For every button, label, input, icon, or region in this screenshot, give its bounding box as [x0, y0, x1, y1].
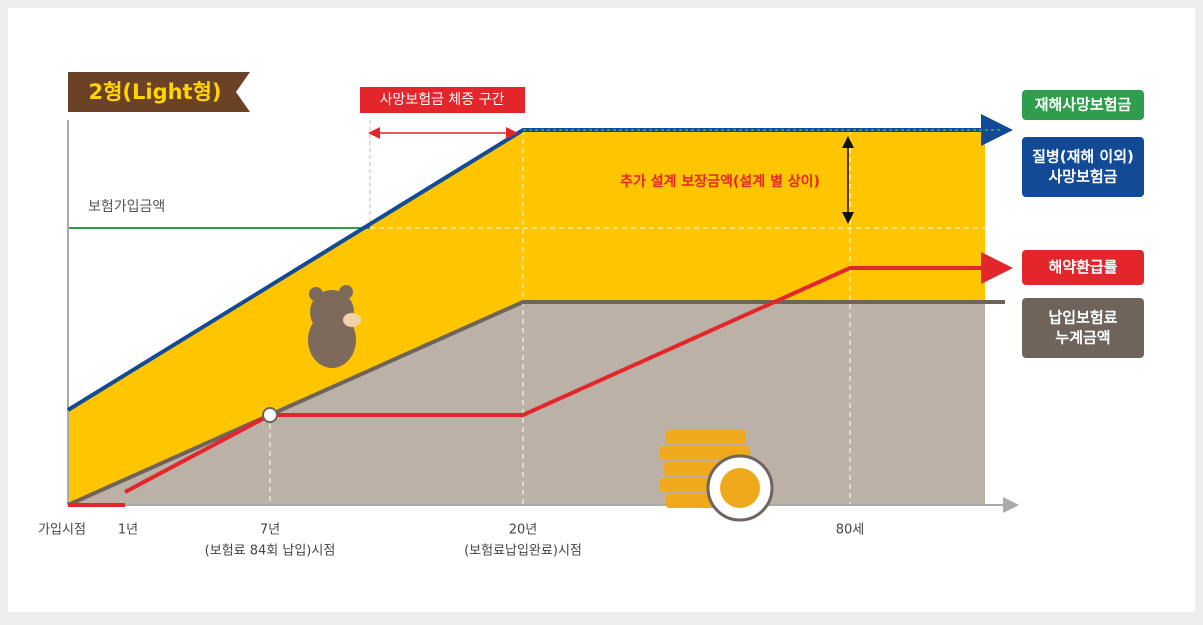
x-label: 20년	[509, 523, 538, 538]
zone-label: 사망보험금 체증 구간	[380, 92, 505, 108]
zone-box	[360, 87, 525, 113]
refund-line	[124, 252, 1013, 494]
x-label: 7년	[260, 523, 280, 538]
gray-area	[68, 302, 985, 505]
premium-line	[67, 300, 1005, 507]
x-label: (보험료납입완료)시점	[464, 544, 582, 559]
legend-box	[1022, 90, 1144, 120]
insured-label: 보험가입금액	[88, 199, 165, 215]
legend-label: 누계금액	[1055, 329, 1110, 347]
x-label: (보험료 84회 납입)시점	[205, 544, 336, 559]
x-label: 80세	[836, 523, 865, 538]
legend-label: 납입보험료	[1048, 309, 1117, 327]
legend-box	[1022, 298, 1144, 358]
bear	[308, 285, 361, 368]
legend-label: 해약환급률	[1048, 258, 1117, 276]
title-badge	[68, 72, 250, 112]
legend-box	[1022, 137, 1144, 197]
legend-label: 사망보험금	[1048, 168, 1117, 186]
title: 2형(Light형)	[88, 80, 221, 104]
x-label: 1년	[118, 523, 138, 538]
coins	[660, 430, 774, 522]
x-label: 가입시점	[38, 523, 86, 538]
legend-box	[1022, 250, 1144, 285]
extra-label: 추가 설계 보장금액(설계 별 상이)	[620, 173, 820, 190]
legend-label: 질병(재해 이외)	[1032, 148, 1134, 166]
yellow-area	[68, 130, 985, 505]
marker	[262, 407, 278, 423]
legend-label: 재해사망보험금	[1035, 96, 1132, 114]
